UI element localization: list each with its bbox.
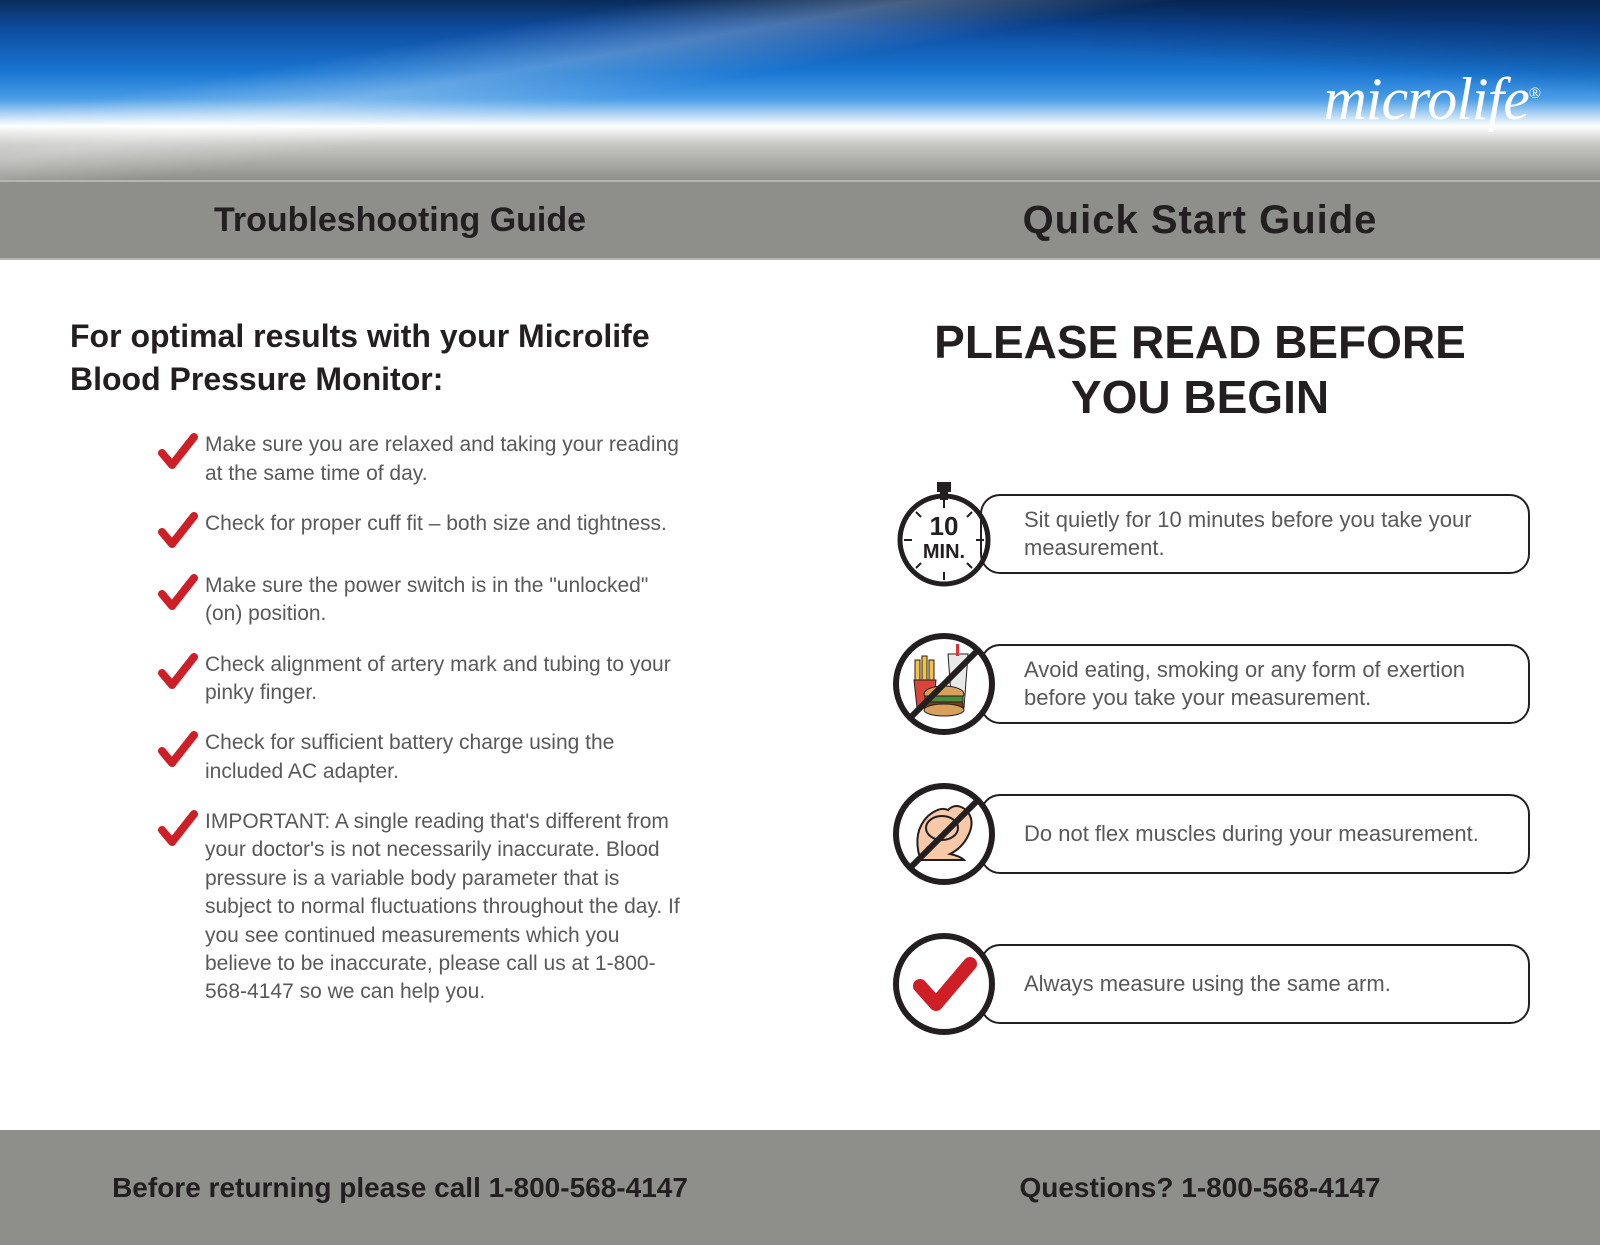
check-icon xyxy=(150,729,205,786)
check-icon xyxy=(150,431,205,488)
main-content: For optimal results with your Microlife … xyxy=(0,260,1600,1130)
stopwatch-num: 10 xyxy=(930,511,959,541)
tip-row: Check for sufficient battery charge usin… xyxy=(150,729,690,786)
check-icon xyxy=(150,572,205,629)
stopwatch-unit: MIN. xyxy=(923,541,965,563)
callout-row: 10 MIN. Sit quietly for 10 minutes befor… xyxy=(890,480,1530,588)
tip-row: Check alignment of artery mark and tubin… xyxy=(150,651,690,708)
no-flex-icon xyxy=(890,780,998,888)
callout-text: Do not flex muscles during your measurem… xyxy=(980,794,1530,874)
banner: microlife® xyxy=(0,0,1600,180)
callouts-list: 10 MIN. Sit quietly for 10 minutes befor… xyxy=(870,480,1530,1038)
tip-text: Check alignment of artery mark and tubin… xyxy=(205,651,690,708)
tip-text: Make sure you are relaxed and taking you… xyxy=(205,431,690,488)
callout-row: Do not flex muscles during your measurem… xyxy=(890,780,1530,888)
callout-text: Sit quietly for 10 minutes before you ta… xyxy=(980,494,1530,574)
tip-text: Make sure the power switch is in the "un… xyxy=(205,572,690,629)
brand-logo: microlife® xyxy=(1323,65,1540,134)
tip-row: IMPORTANT: A single reading that's diffe… xyxy=(150,808,690,1006)
title-left: Troubleshooting Guide xyxy=(214,201,586,240)
right-column: PLEASE READ BEFORE YOU BEGIN xyxy=(800,260,1600,1130)
footer-bar: Before returning please call 1-800-568-4… xyxy=(0,1130,1600,1245)
tip-text: IMPORTANT: A single reading that's diffe… xyxy=(205,808,690,1006)
callout-row: Always measure using the same arm. xyxy=(890,930,1530,1038)
check-circle-icon xyxy=(890,930,998,1038)
tip-text: Check for sufficient battery charge usin… xyxy=(205,729,690,786)
brand-text: microlife xyxy=(1323,66,1528,132)
footer-left: Before returning please call 1-800-568-4… xyxy=(0,1130,800,1245)
stopwatch-icon: 10 MIN. xyxy=(890,480,998,588)
check-icon xyxy=(150,651,205,708)
callout-row: Avoid eating, smoking or any form of exe… xyxy=(890,630,1530,738)
left-heading-l2: Blood Pressure Monitor: xyxy=(70,361,443,397)
tip-row: Make sure you are relaxed and taking you… xyxy=(150,431,690,488)
title-left-wrap: Troubleshooting Guide xyxy=(0,182,800,258)
right-heading: PLEASE READ BEFORE YOU BEGIN xyxy=(870,315,1530,425)
footer-right: Questions? 1-800-568-4147 xyxy=(800,1130,1600,1245)
right-heading-l1: PLEASE READ BEFORE xyxy=(934,316,1466,368)
title-right: Quick Start Guide xyxy=(1023,198,1378,243)
tip-text: Check for proper cuff fit – both size an… xyxy=(205,510,667,550)
left-heading: For optimal results with your Microlife … xyxy=(70,315,730,401)
no-food-icon xyxy=(890,630,998,738)
left-heading-l1: For optimal results with your Microlife xyxy=(70,318,650,354)
tips-list: Make sure you are relaxed and taking you… xyxy=(70,431,730,1006)
registered-mark: ® xyxy=(1529,85,1540,102)
tip-row: Make sure the power switch is in the "un… xyxy=(150,572,690,629)
callout-text: Always measure using the same arm. xyxy=(980,944,1530,1024)
title-bar: Troubleshooting Guide Quick Start Guide xyxy=(0,180,1600,260)
check-icon xyxy=(150,510,205,550)
right-heading-l2: YOU BEGIN xyxy=(1071,371,1329,423)
left-column: For optimal results with your Microlife … xyxy=(0,260,800,1130)
tip-row: Check for proper cuff fit – both size an… xyxy=(150,510,690,550)
title-right-wrap: Quick Start Guide xyxy=(800,182,1600,258)
callout-text: Avoid eating, smoking or any form of exe… xyxy=(980,644,1530,724)
check-icon xyxy=(150,808,205,1006)
